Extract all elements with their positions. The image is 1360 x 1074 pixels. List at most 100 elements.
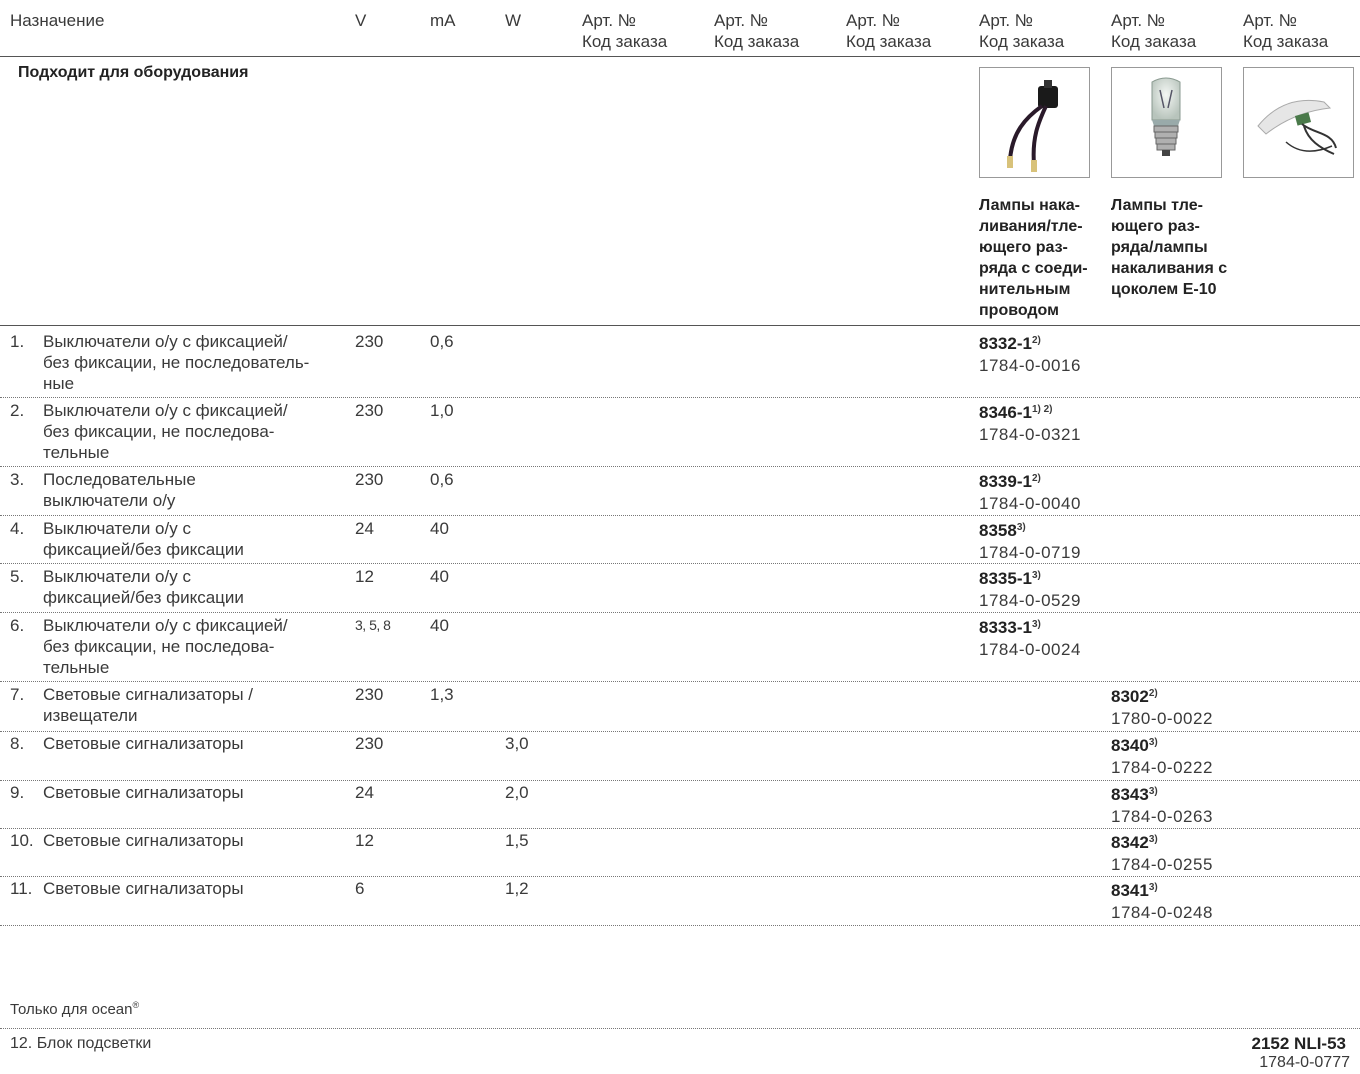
row-number: 1. (10, 332, 25, 351)
row-number: 2. (10, 401, 25, 420)
caption-line: Лампы нака- (979, 197, 1080, 214)
ocean-row-label: 12. Блок подсветки (10, 1035, 152, 1052)
order-code-label: Код заказа (979, 32, 1065, 51)
description-line: тельные (43, 443, 110, 462)
description-line: Световые сигнализаторы (43, 734, 244, 753)
description-line: фиксацией/без фиксации (43, 588, 244, 607)
table-body-rule (0, 325, 1360, 326)
order-code-label: Код заказа (714, 32, 800, 51)
order-code: 1784-0-0719 (979, 543, 1081, 562)
description-line: Выключатели о/у с фиксацией/ (43, 401, 288, 420)
caption-line: ливания/тле- (979, 218, 1083, 235)
article-label: Арт. № (1243, 11, 1298, 30)
order-code-label: Код заказа (1243, 32, 1329, 51)
article-number: 8343 (1111, 785, 1149, 804)
row-power: 1,2 (505, 879, 529, 898)
row-article: 83423) 1784-0-0255 (1111, 829, 1213, 876)
footnote-ref: 3) (1016, 522, 1026, 533)
article-number: 8332-1 (979, 334, 1032, 353)
footnote-ref: 3) (1031, 619, 1041, 630)
row-current: 1,3 (430, 685, 454, 704)
description-line: Последовательные (43, 470, 196, 489)
row-divider (0, 925, 1360, 926)
row-divider (0, 876, 1360, 877)
row-voltage: 12 (355, 831, 374, 850)
col-header-voltage: V (355, 11, 367, 30)
col-header-purpose: Назначение (10, 11, 105, 30)
row-number: 9. (10, 783, 25, 802)
section-subtitle: Подходит для оборудования (18, 64, 249, 81)
row-voltage: 230 (355, 401, 384, 420)
caption-line: Лампы тле- (1111, 197, 1203, 214)
row-description: Выключатели о/у с фиксацией/без фиксации (43, 566, 343, 608)
article-number: 8340 (1111, 736, 1149, 755)
ocean-divider (0, 1028, 1360, 1029)
row-current: 40 (430, 616, 449, 635)
product-caption-e10-lamps: Лампы тле-ющего раз-ряда/лампы накаливани… (1111, 195, 1236, 300)
footnote-ref: 3) (1148, 737, 1158, 748)
article-label: Арт. № (714, 11, 769, 30)
row-description: Световые сигнализаторы (43, 878, 343, 899)
description-line: Выключатели о/у с фиксацией/ (43, 332, 288, 351)
order-code: 1780-0-0022 (1111, 709, 1213, 728)
row-number: 6. (10, 616, 25, 635)
article-number: 8346-1 (979, 403, 1032, 422)
col-header-article-6: Арт. № Код заказа (1243, 10, 1328, 52)
description-line: Выключатели о/у с (43, 567, 191, 586)
footnote-ref: 1) 2) (1031, 404, 1053, 415)
registered-mark: ® (132, 1000, 140, 1010)
footnote-ref: 3) (1148, 882, 1158, 893)
row-current: 40 (430, 567, 449, 586)
order-code: 1784-0-0529 (979, 591, 1081, 610)
row-divider (0, 780, 1360, 781)
row-article: 8332-12) 1784-0-0016 (979, 330, 1081, 377)
row-description: Выключатели о/у с фиксацией/без фиксации… (43, 615, 343, 678)
description-line: Световые сигнализаторы (43, 831, 244, 850)
order-code-label: Код заказа (582, 32, 668, 51)
col-header-current: mA (430, 11, 456, 30)
ocean-note: Только для ocean® (10, 1000, 139, 1018)
article-number: 8341 (1111, 881, 1149, 900)
col-header-article-4: Арт. № Код заказа (979, 10, 1064, 52)
description-line: без фиксации, не последователь- (43, 353, 310, 372)
row-voltage: 24 (355, 519, 374, 538)
row-article: 83433) 1784-0-0263 (1111, 781, 1213, 828)
row-number: 7. (10, 685, 25, 704)
article-number: 8335-1 (979, 569, 1032, 588)
row-divider (0, 828, 1360, 829)
row-article: 83583) 1784-0-0719 (979, 517, 1081, 564)
col-header-article-3: Арт. № Код заказа (846, 10, 931, 52)
row-voltage: 12 (355, 567, 374, 586)
row-description: Выключатели о/у с фиксацией/без фиксации… (43, 400, 343, 463)
row-voltage: 230 (355, 332, 384, 351)
row-voltage: 230 (355, 470, 384, 489)
caption-line: проводом (979, 302, 1059, 319)
row-description: Световые сигнализаторы (43, 830, 343, 851)
row-description: Последовательные выключатели о/у (43, 469, 343, 511)
caption-line: ющего раз- (1111, 218, 1200, 235)
row-current: 1,0 (430, 401, 454, 420)
row-power: 2,0 (505, 783, 529, 802)
description-line: Выключатели о/у с (43, 519, 191, 538)
row-power: 1,5 (505, 831, 529, 850)
row-number: 10. (10, 831, 34, 850)
footnote-ref: 3) (1148, 786, 1158, 797)
footnote-ref: 2) (1148, 688, 1158, 699)
row-description: Световые сигнализаторы (43, 733, 343, 754)
row-article: 8346-11) 2) 1784-0-0321 (979, 399, 1081, 446)
order-code: 1784-0-0255 (1111, 855, 1213, 874)
row-voltage: 24 (355, 783, 374, 802)
order-code-label: Код заказа (846, 32, 932, 51)
order-code-label: Код заказа (1111, 32, 1197, 51)
header-rule (0, 56, 1360, 57)
order-code: 1784-0-0222 (1111, 758, 1213, 777)
e10-bulb-image (1111, 67, 1222, 178)
row-description: Световые сигнализаторы / извещатели (43, 684, 343, 726)
row-article: 8333-13) 1784-0-0024 (979, 614, 1081, 661)
row-article: 8335-13) 1784-0-0529 (979, 565, 1081, 612)
description-line: без фиксации, не последова- (43, 637, 275, 656)
row-divider (0, 681, 1360, 682)
description-line: выключатели о/у (43, 491, 176, 510)
caption-line: ряда/лампы (1111, 239, 1208, 256)
order-code: 1784-0-0024 (979, 640, 1081, 659)
